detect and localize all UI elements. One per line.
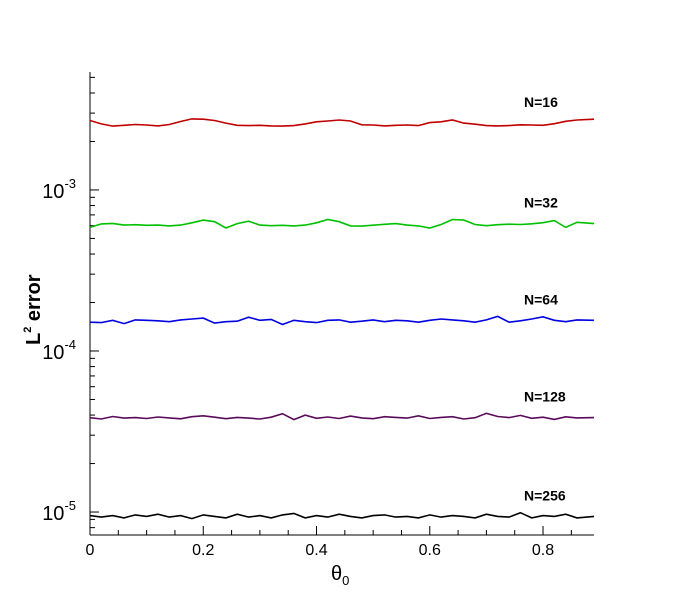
x-tick-label: 0.2	[192, 542, 214, 559]
y-tick-label-exponent: -5	[64, 498, 76, 513]
y-axis-label-pre: L	[23, 333, 45, 345]
y-tick-label-base: 10	[42, 181, 64, 203]
y-axis-ticks: 10-310-410-5	[42, 76, 99, 529]
x-tick-label: 0.8	[532, 542, 554, 559]
series-label: N=256	[524, 488, 566, 504]
y-axis-label-superscript: 2	[22, 327, 34, 333]
y-tick-label: 10-3	[42, 176, 76, 203]
axes-frame	[89, 72, 594, 536]
series-labels: N=16 N=32 N=64 N=128 N=256	[524, 94, 566, 504]
series-label: N=128	[524, 388, 566, 404]
x-axis-ticks: 0 0.2 0.4 0.6 0.8	[86, 526, 572, 559]
x-axis-label-subscript: 0	[342, 573, 349, 588]
series-line	[89, 511, 595, 520]
y-axis-label-post: error	[23, 274, 45, 326]
x-tick-label: 0.6	[419, 542, 441, 559]
y-tick-label-base: 10	[42, 503, 64, 525]
x-tick-label: 0	[86, 542, 95, 559]
series-line	[89, 218, 595, 229]
y-axis-label-group: L2 error	[22, 274, 45, 345]
x-axis-label-base: θ	[331, 563, 342, 585]
y-tick-label-base: 10	[42, 342, 64, 364]
x-axis-label: θ0	[331, 563, 349, 588]
y-tick-label-exponent: -3	[64, 176, 76, 191]
y-tick-label-exponent: -4	[64, 337, 76, 352]
series-label: N=32	[524, 195, 558, 211]
series-line	[89, 412, 595, 421]
x-tick-label: 0.4	[305, 542, 327, 559]
y-tick-label: 10-4	[42, 337, 76, 364]
y-tick-label: 10-5	[42, 498, 76, 525]
series-line	[89, 315, 595, 326]
series-label: N=64	[524, 291, 558, 307]
series-label: N=16	[524, 94, 558, 110]
y-axis-label: L2 error	[22, 274, 45, 345]
series-line	[89, 118, 595, 127]
series-group	[89, 118, 595, 520]
